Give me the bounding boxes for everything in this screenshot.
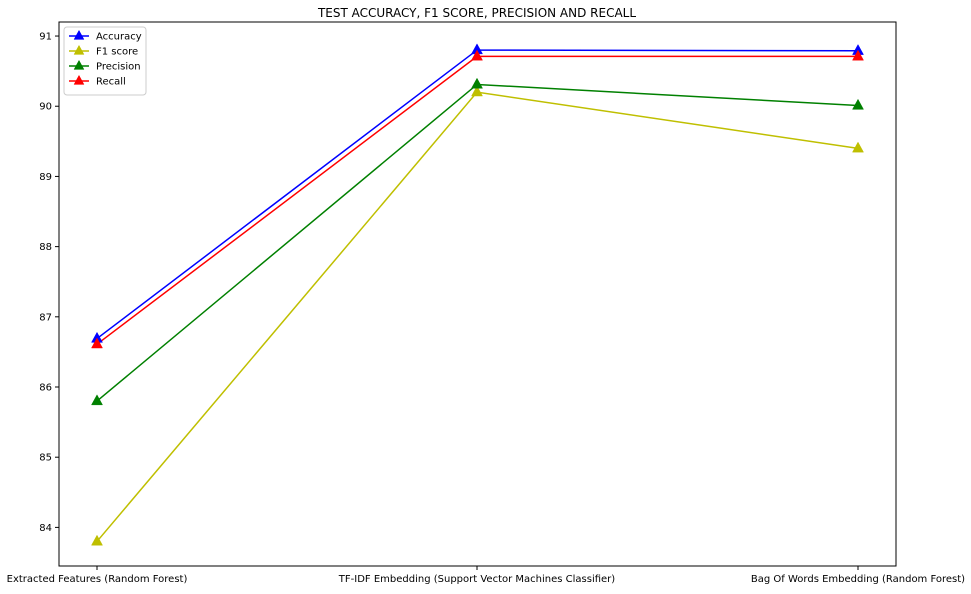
y-axis: 84 85 86 87 88 89 90 91 — [39, 32, 59, 534]
legend-item: Precision — [69, 59, 141, 73]
data-point-marker — [91, 534, 103, 546]
legend-label: Accuracy — [96, 32, 142, 43]
legend-triangle-icon — [73, 74, 85, 85]
legend-label: Recall — [96, 77, 126, 88]
series-markers — [91, 43, 864, 546]
x-axis: Extracted Features (Random Forest) TF-IDF… — [7, 566, 965, 585]
data-point-marker — [852, 98, 864, 110]
y-tick-label: 86 — [39, 383, 52, 394]
legend-triangle-icon — [73, 59, 85, 70]
y-tick-label: 85 — [39, 453, 52, 464]
data-point-marker — [91, 394, 103, 406]
data-point-marker — [852, 49, 864, 61]
legend-label: F1 score — [96, 47, 138, 58]
chart-title: TEST ACCURACY, F1 SCORE, PRECISION AND R… — [317, 6, 636, 20]
legend-item: F1 score — [69, 44, 138, 58]
y-tick-label: 87 — [39, 312, 52, 323]
x-tick-label: Extracted Features (Random Forest) — [7, 574, 188, 585]
data-point-marker — [471, 49, 483, 61]
legend-item: Recall — [69, 74, 126, 88]
x-tick-label: TF-IDF Embedding (Support Vector Machine… — [338, 574, 616, 585]
legend-label: Precision — [96, 62, 141, 73]
y-tick-label: 88 — [39, 242, 52, 253]
data-point-marker — [471, 85, 483, 97]
legend: Accuracy F1 score Precision Recall — [63, 26, 147, 96]
legend-triangle-icon — [73, 29, 85, 40]
data-point-marker — [91, 337, 103, 349]
y-tick-label: 89 — [39, 172, 52, 183]
data-point-marker — [471, 77, 483, 89]
x-tick-label: Bag Of Words Embedding (Random Forest) — [751, 574, 965, 585]
y-tick-label: 84 — [39, 523, 52, 534]
data-point-marker — [852, 141, 864, 153]
y-tick-label: 91 — [39, 32, 52, 43]
y-tick-label: 90 — [39, 102, 52, 113]
legend-triangle-icon — [73, 44, 85, 55]
legend-frame — [63, 26, 147, 96]
legend-item: Accuracy — [69, 29, 142, 43]
